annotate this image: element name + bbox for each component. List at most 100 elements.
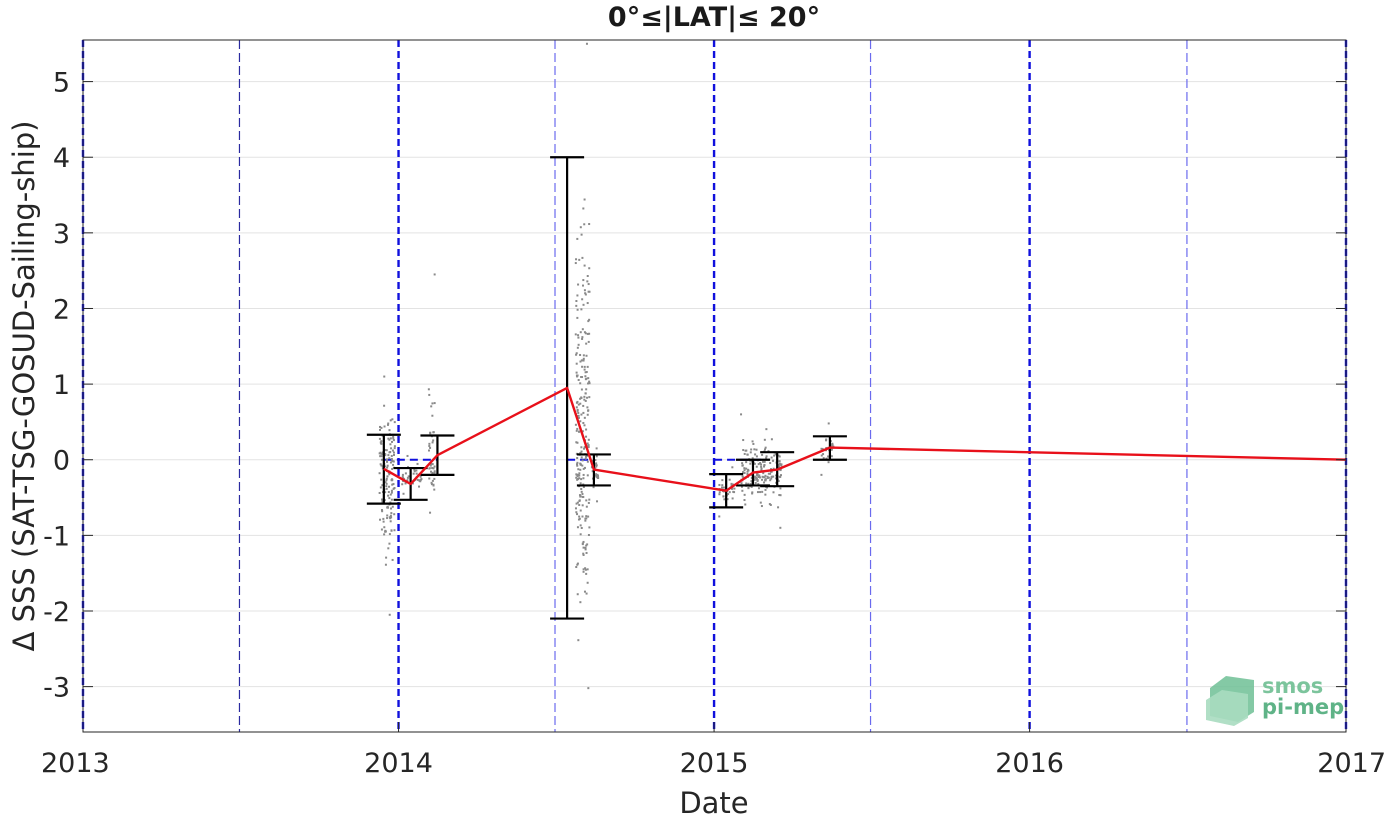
scatter-point — [578, 430, 581, 433]
scatter-point — [718, 491, 721, 494]
x-tick-label: 2014 — [364, 748, 433, 779]
scatter-point — [581, 337, 584, 340]
scatter-point — [769, 479, 772, 482]
scatter-point — [755, 465, 758, 468]
scatter-point — [433, 477, 436, 480]
scatter-point — [385, 485, 388, 488]
scatter-point — [576, 562, 579, 565]
scatter-point — [587, 409, 590, 412]
scatter-point — [778, 466, 781, 469]
scatter-point — [577, 336, 580, 339]
scatter-point — [597, 475, 600, 478]
scatter-point — [830, 444, 833, 447]
scatter-point — [433, 273, 436, 276]
y-tick-label: 2 — [53, 294, 70, 325]
scatter-point — [756, 474, 759, 477]
scatter-point — [578, 477, 581, 480]
scatter-point — [585, 544, 588, 547]
scatter-point — [390, 454, 393, 457]
scatter-point — [583, 398, 586, 401]
scatter-point — [777, 480, 780, 483]
scatter-point — [777, 454, 780, 457]
scatter-point — [741, 489, 744, 492]
scatter-point — [584, 332, 587, 335]
scatter-point — [420, 478, 423, 481]
scatter-point — [764, 478, 767, 481]
scatter-point — [779, 526, 782, 529]
scatter-point — [761, 478, 764, 481]
scatter-point — [393, 487, 396, 490]
scatter-point — [575, 511, 578, 514]
scatter-point — [595, 465, 598, 468]
scatter-point — [579, 331, 582, 334]
scatter-point — [765, 455, 768, 458]
scatter-point — [427, 449, 430, 452]
scatter-point — [388, 613, 391, 616]
scatter-point — [780, 474, 783, 477]
scatter-point — [389, 514, 392, 517]
scatter-point — [386, 464, 389, 467]
scatter-point — [581, 298, 584, 301]
scatter-point — [385, 556, 388, 559]
scatter-point — [431, 441, 434, 444]
scatter-point — [379, 455, 382, 458]
scatter-point — [762, 472, 765, 475]
scatter-point — [419, 479, 422, 482]
scatter-point — [743, 469, 746, 472]
scatter-point — [583, 368, 586, 371]
scatter-point — [722, 486, 725, 489]
scatter-point — [579, 495, 582, 498]
scatter-point — [827, 461, 830, 464]
scatter-point — [753, 475, 756, 478]
scatter-point — [759, 491, 762, 494]
scatter-point — [749, 451, 752, 454]
scatter-point — [384, 449, 387, 452]
scatter-point — [393, 447, 396, 450]
scatter-point — [576, 346, 579, 349]
scatter-point — [586, 280, 589, 283]
scatter-point — [741, 464, 744, 467]
scatter-point — [585, 499, 588, 502]
scatter-point — [594, 459, 597, 462]
scatter-point — [378, 472, 381, 475]
scatter-point — [585, 435, 588, 438]
scatter-point — [582, 354, 585, 357]
scatter-point — [587, 340, 590, 343]
scatter-point — [587, 446, 590, 449]
scatter-point — [758, 474, 761, 477]
scatter-point — [401, 475, 404, 478]
scatter-point — [585, 370, 588, 373]
scatter-point — [576, 409, 579, 412]
scatter-point — [582, 303, 585, 306]
scatter-point — [384, 453, 387, 456]
scatter-point — [579, 382, 582, 385]
scatter-point — [393, 453, 396, 456]
scatter-point — [583, 198, 586, 201]
scatter-point — [433, 465, 436, 468]
scatter-point — [772, 467, 775, 470]
scatter-point — [749, 462, 752, 465]
scatter-point — [763, 464, 766, 467]
scatter-point — [583, 447, 586, 450]
scatter-point — [574, 507, 577, 510]
scatter-point — [574, 333, 577, 336]
scatter-point — [760, 468, 763, 471]
scatter-point — [584, 399, 587, 402]
scatter-point — [830, 448, 833, 451]
scatter-point — [743, 493, 746, 496]
scatter-point — [380, 455, 383, 458]
scatter-point — [747, 469, 750, 472]
scatter-point — [391, 440, 394, 443]
scatter-point — [755, 455, 758, 458]
scatter-point — [831, 445, 834, 448]
scatter-point — [576, 501, 579, 504]
scatter-point — [588, 223, 591, 226]
scatter-point — [383, 404, 386, 407]
scatter-point — [742, 476, 745, 479]
scatter-point — [587, 320, 590, 323]
scatter-point — [585, 454, 588, 457]
scatter-point — [380, 440, 383, 443]
scatter-point — [380, 528, 383, 531]
scatter-point — [580, 490, 583, 493]
scatter-point — [596, 473, 599, 476]
